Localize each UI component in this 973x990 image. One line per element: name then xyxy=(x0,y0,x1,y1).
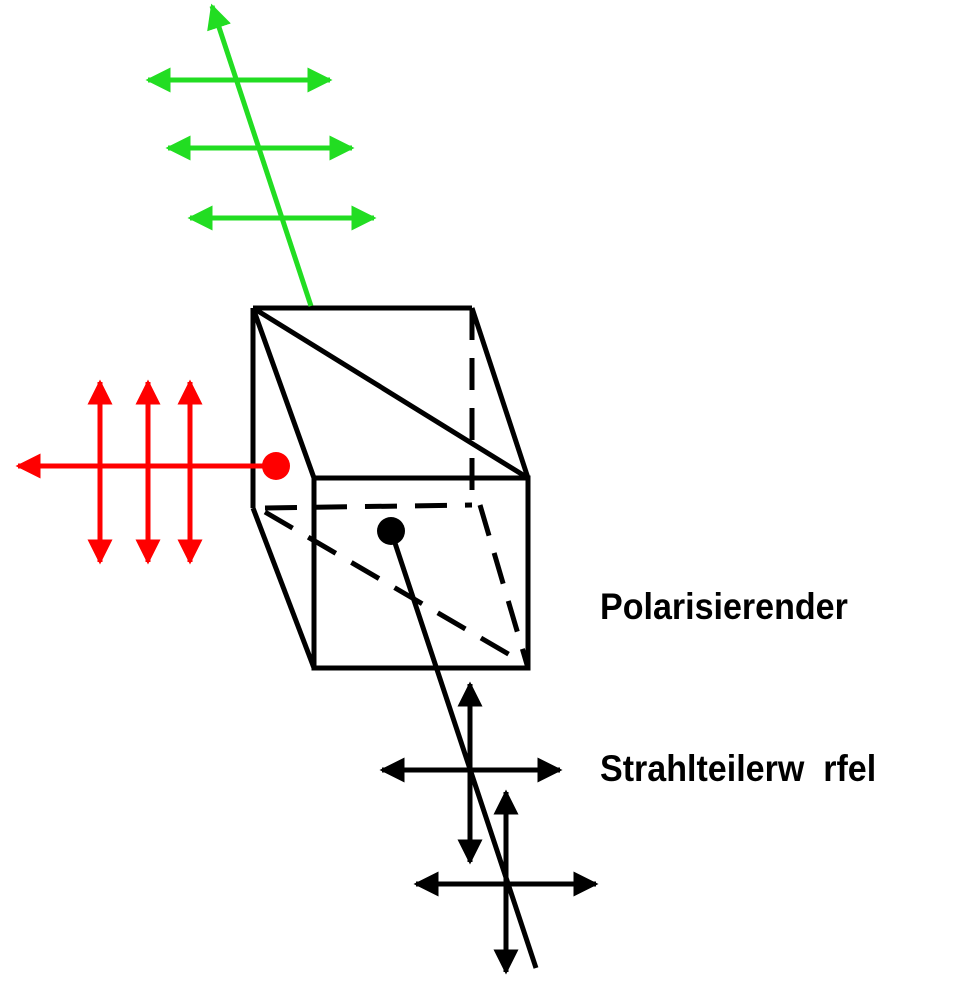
reflected-beam xyxy=(15,379,275,565)
red-beam-dot xyxy=(262,452,290,480)
transmitted-beam xyxy=(145,3,377,307)
black-beam-ray xyxy=(388,530,539,969)
black-beam-dot xyxy=(377,517,405,545)
cube-top-right-edge xyxy=(469,307,531,479)
cube-hidden-bottom-back-edge xyxy=(264,502,473,511)
caption-line-2: Strahlteilerw rfel xyxy=(600,748,877,789)
incident-beam xyxy=(379,530,599,975)
caption-line-1: Polarisierender xyxy=(600,586,848,627)
cube-left-bottom-edge xyxy=(250,507,317,669)
green-beam-ray xyxy=(207,3,314,307)
cube-front-face xyxy=(311,475,531,671)
cube-top-left-edge xyxy=(250,307,317,479)
cube-diagonal-line xyxy=(251,305,530,481)
cube-hidden-bottom-right-edge xyxy=(477,504,531,669)
beam-splitter-cube xyxy=(250,305,531,671)
cube-caption: Polarisierender Strahlteilerw rfel xyxy=(600,472,876,850)
